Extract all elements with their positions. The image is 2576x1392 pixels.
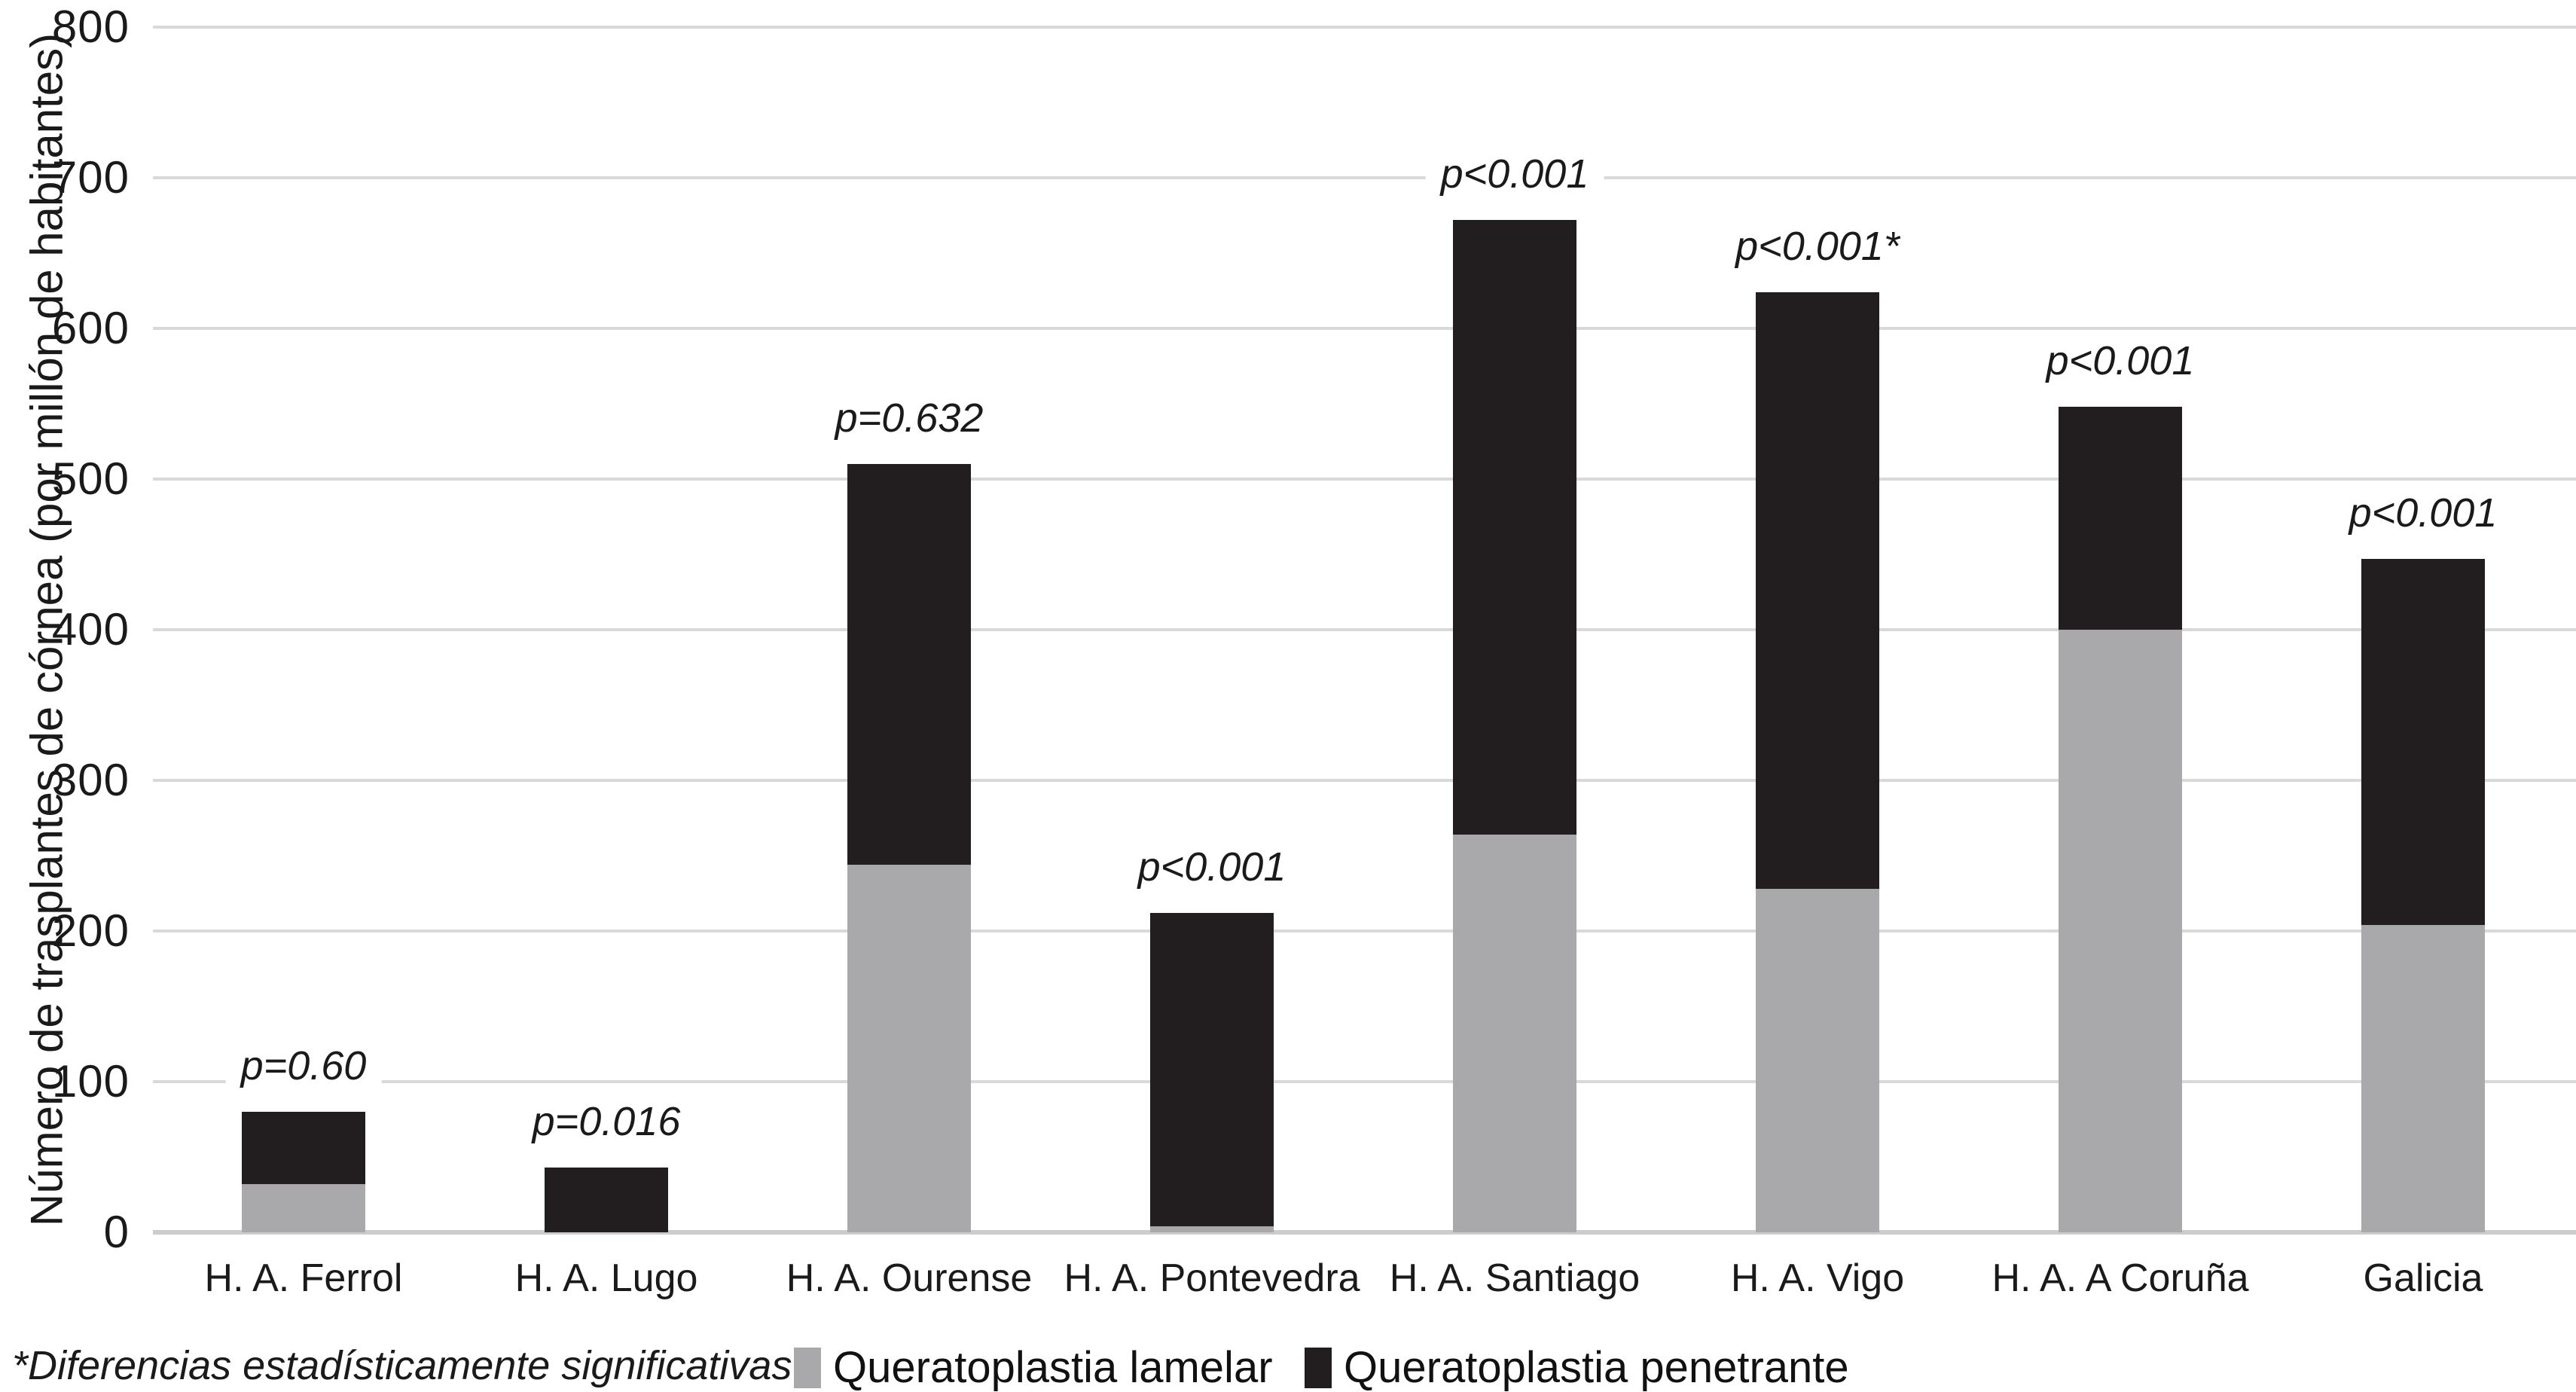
- bar-segment-penetrante-7: [2059, 407, 2182, 630]
- gridline-100: [153, 1080, 2576, 1083]
- y-tick-label-800: 800: [51, 2, 130, 52]
- y-tick-label-100: 100: [51, 1056, 130, 1107]
- legend-penetrante-label: Queratoplastia penetrante: [1344, 1343, 1849, 1392]
- p-value-label-2: p=0.016: [517, 1098, 696, 1145]
- legend-item-penetrante: Queratoplastia penetrante: [1305, 1344, 1849, 1392]
- bar-segment-penetrante-6: [1756, 292, 1879, 889]
- bar-segment-lamelar-4: [1150, 1226, 1274, 1232]
- y-tick-label-500: 500: [51, 453, 130, 504]
- bar-segment-penetrante-8: [2361, 559, 2485, 925]
- p-value-label-8: p<0.001: [2333, 490, 2513, 536]
- y-tick-label-700: 700: [51, 152, 130, 203]
- x-axis-label-5: H. A. Santiago: [1389, 1256, 1641, 1300]
- bar-segment-lamelar-6: [1756, 889, 1879, 1232]
- bar-segment-penetrante-2: [545, 1168, 668, 1232]
- p-value-label-6: p<0.001*: [1720, 223, 1915, 270]
- p-value-label-7: p<0.001: [2031, 337, 2210, 384]
- bar-segment-penetrante-1: [242, 1112, 365, 1184]
- x-axis-label-4: H. A. Pontevedra: [1064, 1256, 1360, 1300]
- legend-item-lamelar: Queratoplastia lamelar: [794, 1344, 1273, 1392]
- bar-segment-lamelar-7: [2059, 630, 2182, 1232]
- y-tick-label-400: 400: [51, 604, 130, 655]
- p-value-label-1: p=0.60: [225, 1042, 382, 1089]
- x-axis-label-8: Galicia: [2363, 1256, 2483, 1300]
- x-axis-label-3: H. A. Ourense: [786, 1256, 1033, 1300]
- y-tick-label-600: 600: [51, 303, 130, 353]
- legend-lamelar-swatch-icon: [794, 1348, 821, 1388]
- legend-lamelar-label: Queratoplastia lamelar: [833, 1343, 1273, 1392]
- legend-penetrante-swatch-icon: [1305, 1348, 1332, 1388]
- bar-segment-lamelar-3: [847, 865, 971, 1232]
- x-axis-label-1: H. A. Ferrol: [204, 1256, 403, 1300]
- p-value-label-5: p<0.001: [1425, 151, 1604, 197]
- x-axis-label-6: H. A. Vigo: [1730, 1256, 1905, 1300]
- bar-segment-penetrante-3: [847, 464, 971, 865]
- y-tick-label-200: 200: [51, 905, 130, 956]
- x-axis-label-7: H. A. A Coruña: [1992, 1256, 2249, 1300]
- bar-segment-lamelar-5: [1453, 835, 1576, 1232]
- gridline-800: [153, 26, 2576, 29]
- bar-segment-lamelar-1: [242, 1184, 365, 1232]
- x-axis-baseline: [153, 1230, 2576, 1235]
- gridline-400: [153, 628, 2576, 631]
- x-axis-label-2: H. A. Lugo: [514, 1256, 698, 1300]
- p-value-label-3: p=0.632: [819, 395, 999, 441]
- bar-segment-penetrante-5: [1453, 220, 1576, 835]
- footnote-significance: *Diferencias estadísticamente significat…: [12, 1343, 792, 1388]
- gridline-500: [153, 478, 2576, 481]
- gridline-300: [153, 779, 2576, 782]
- y-tick-label-0: 0: [103, 1207, 130, 1257]
- p-value-label-4: p<0.001: [1122, 844, 1302, 890]
- bar-segment-lamelar-8: [2361, 925, 2485, 1232]
- y-tick-label-300: 300: [51, 755, 130, 805]
- bar-segment-penetrante-4: [1150, 913, 1274, 1226]
- gridline-600: [153, 327, 2576, 330]
- gridline-200: [153, 930, 2576, 933]
- gridline-700: [153, 176, 2576, 179]
